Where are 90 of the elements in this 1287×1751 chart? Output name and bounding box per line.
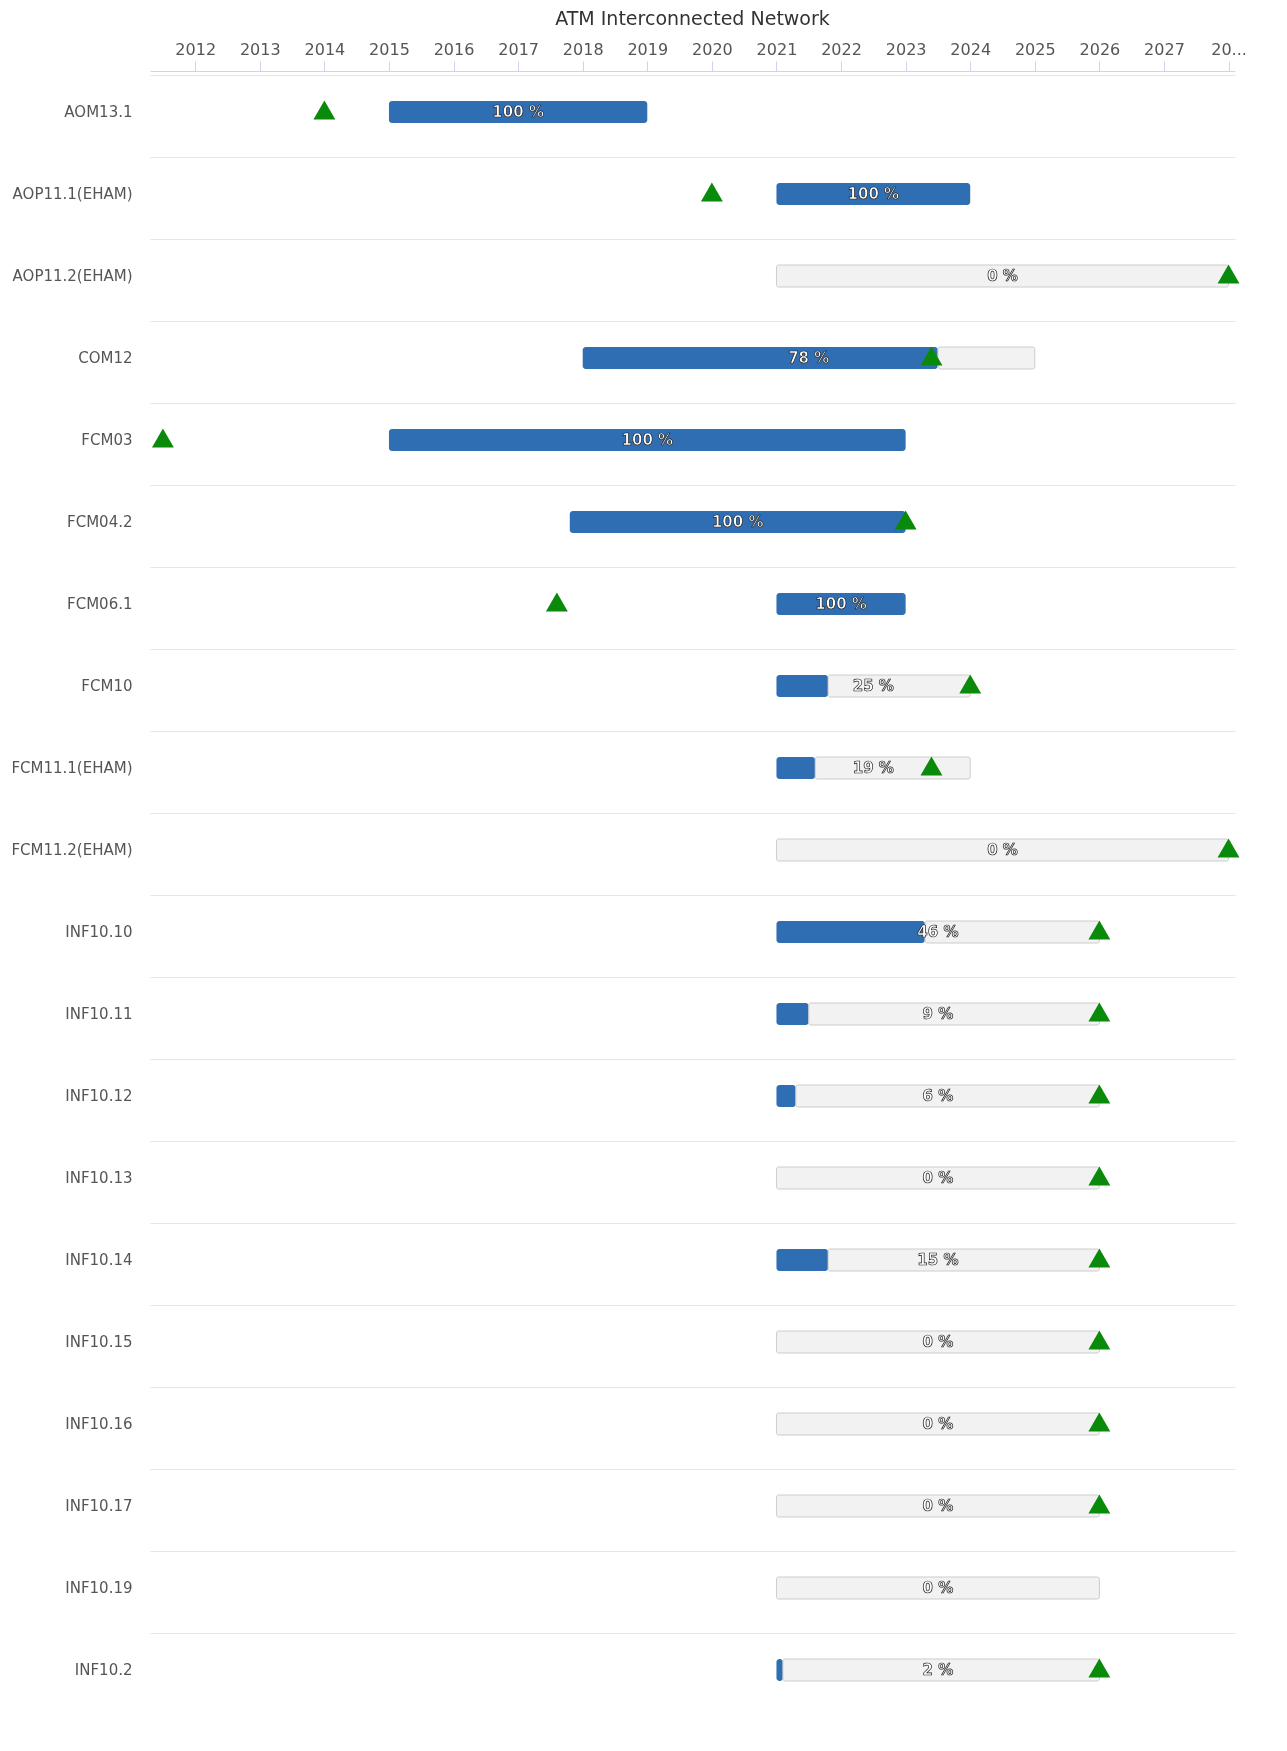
bar <box>775 1576 1100 1600</box>
y-tick-label: AOP11.2(EHAM) <box>12 267 133 285</box>
point <box>959 674 982 694</box>
point <box>920 346 943 366</box>
annotation: 9 % <box>922 1005 954 1023</box>
bar <box>582 347 938 369</box>
bar <box>795 1084 1100 1108</box>
annotation: 100 % <box>492 103 544 121</box>
y-tick-label: AOP11.1(EHAM) <box>12 185 133 203</box>
point <box>1088 1248 1111 1268</box>
x-tick-label: 2014 <box>304 39 346 59</box>
x-tick-label: 2022 <box>821 39 862 59</box>
x-tick-label: 2025 <box>1014 39 1056 59</box>
point <box>920 756 943 776</box>
bar <box>937 346 1036 370</box>
y-tick-label: FCM11.2(EHAM) <box>11 841 133 859</box>
point <box>1088 1412 1111 1432</box>
bar <box>388 429 906 451</box>
bar <box>776 1003 809 1025</box>
annotation: 100 % <box>621 431 674 449</box>
bar <box>776 757 816 779</box>
x-tick-label: 2023 <box>885 39 927 59</box>
y-tick-label: INF10.10 <box>65 923 133 941</box>
point <box>1088 920 1111 940</box>
bar <box>782 1658 1100 1682</box>
annotation: 25 % <box>852 677 894 695</box>
bar <box>775 1166 1100 1190</box>
y-tick-label: INF10.19 <box>65 1579 133 1597</box>
annotation: 100 % <box>711 513 764 531</box>
x-tick-label: 20... <box>1211 39 1247 59</box>
annotation: 100 % <box>847 185 900 203</box>
x-tick-label: 2012 <box>175 39 217 59</box>
y-tick-label: FCM06.1 <box>67 595 133 613</box>
x-tick-label: 2027 <box>1144 39 1185 59</box>
point <box>894 510 917 530</box>
y-tick-label: INF10.14 <box>65 1251 133 1269</box>
y-tick-label: FCM04.2 <box>67 513 133 531</box>
y-tick-label: FCM03 <box>81 431 133 449</box>
point <box>1217 264 1240 284</box>
x-tick-label: 2015 <box>369 39 410 59</box>
bar <box>775 1412 1100 1436</box>
y-tick-label: FCM10 <box>81 677 133 695</box>
point <box>313 100 336 120</box>
x-tick-label: 2013 <box>239 39 281 59</box>
bar <box>808 1002 1100 1026</box>
y-tick-label: INF10.13 <box>65 1169 133 1187</box>
bar <box>827 1248 1100 1272</box>
point <box>1088 1166 1111 1186</box>
x-tick-label: 2021 <box>756 39 798 59</box>
bar <box>775 264 1230 288</box>
point <box>1088 1084 1111 1104</box>
point <box>1217 838 1240 858</box>
y-tick-label: INF10.17 <box>65 1497 133 1515</box>
x-tick-label: 2019 <box>627 39 669 59</box>
bar <box>775 838 1230 862</box>
x-tick-label: 2018 <box>562 39 604 59</box>
annotation: 100 % <box>815 595 867 613</box>
y-tick-label: INF10.12 <box>65 1087 133 1105</box>
bar <box>569 511 906 533</box>
bar <box>775 1494 1100 1518</box>
y-tick-label: INF10.16 <box>65 1415 133 1433</box>
y-tick-label: AOM13.1 <box>64 103 133 121</box>
point <box>1088 1658 1111 1678</box>
y-tick-label: INF10.2 <box>74 1661 133 1679</box>
y-tick-label: COM12 <box>78 349 133 367</box>
x-tick-label: 2020 <box>692 39 733 59</box>
bar <box>827 674 971 698</box>
chart-title: ATM Interconnected Network <box>555 7 830 29</box>
bar <box>776 1249 829 1271</box>
bar <box>814 756 971 780</box>
annotation: 78 % <box>788 349 830 367</box>
x-tick-label: 2026 <box>1079 39 1121 59</box>
point <box>151 428 174 448</box>
point <box>700 182 723 202</box>
y-tick-label: INF10.15 <box>65 1333 133 1351</box>
annotation: 15 % <box>917 1251 959 1269</box>
bar <box>388 101 648 123</box>
bar <box>776 675 829 697</box>
point <box>1088 1494 1111 1514</box>
bar <box>776 1085 796 1107</box>
y-tick-label: FCM11.1(EHAM) <box>11 759 133 777</box>
bar <box>775 1330 1100 1354</box>
x-tick-label: 2017 <box>498 39 539 59</box>
annotation: 19 % <box>852 759 894 777</box>
x-tick-label: 2016 <box>433 39 475 59</box>
point <box>1088 1330 1111 1350</box>
point <box>1088 1002 1111 1022</box>
y-tick-label: INF10.11 <box>65 1005 133 1023</box>
point <box>545 592 568 612</box>
x-tick-label: 2024 <box>950 39 992 59</box>
